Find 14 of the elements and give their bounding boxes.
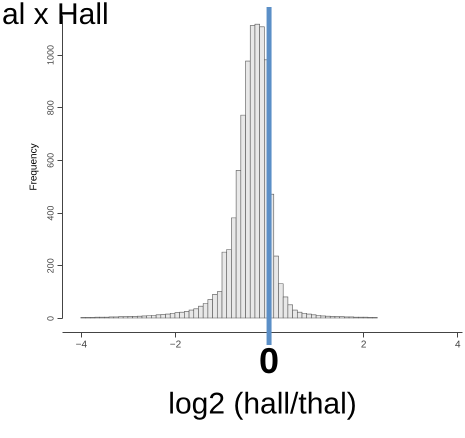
y-tick-label: 600 bbox=[46, 152, 56, 168]
y-tick-label: 200 bbox=[46, 258, 56, 274]
ref-line-label: 0 bbox=[259, 340, 280, 381]
y-tick-label: 400 bbox=[46, 206, 56, 221]
x-tick-label: −2 bbox=[170, 340, 182, 350]
y-axis-title: Frequency bbox=[28, 143, 40, 191]
x-tick-label: 4 bbox=[455, 340, 462, 350]
x-axis-title: log2 (hall/thal) bbox=[168, 388, 357, 420]
y-tick-label: 1000 bbox=[46, 45, 56, 66]
chart-title: al x Hall bbox=[2, 0, 109, 31]
y-tick-label: 0 bbox=[46, 316, 56, 322]
x-tick-label: −4 bbox=[76, 340, 88, 350]
x-tick-label: 2 bbox=[360, 340, 367, 350]
y-tick-label: 800 bbox=[46, 100, 56, 116]
